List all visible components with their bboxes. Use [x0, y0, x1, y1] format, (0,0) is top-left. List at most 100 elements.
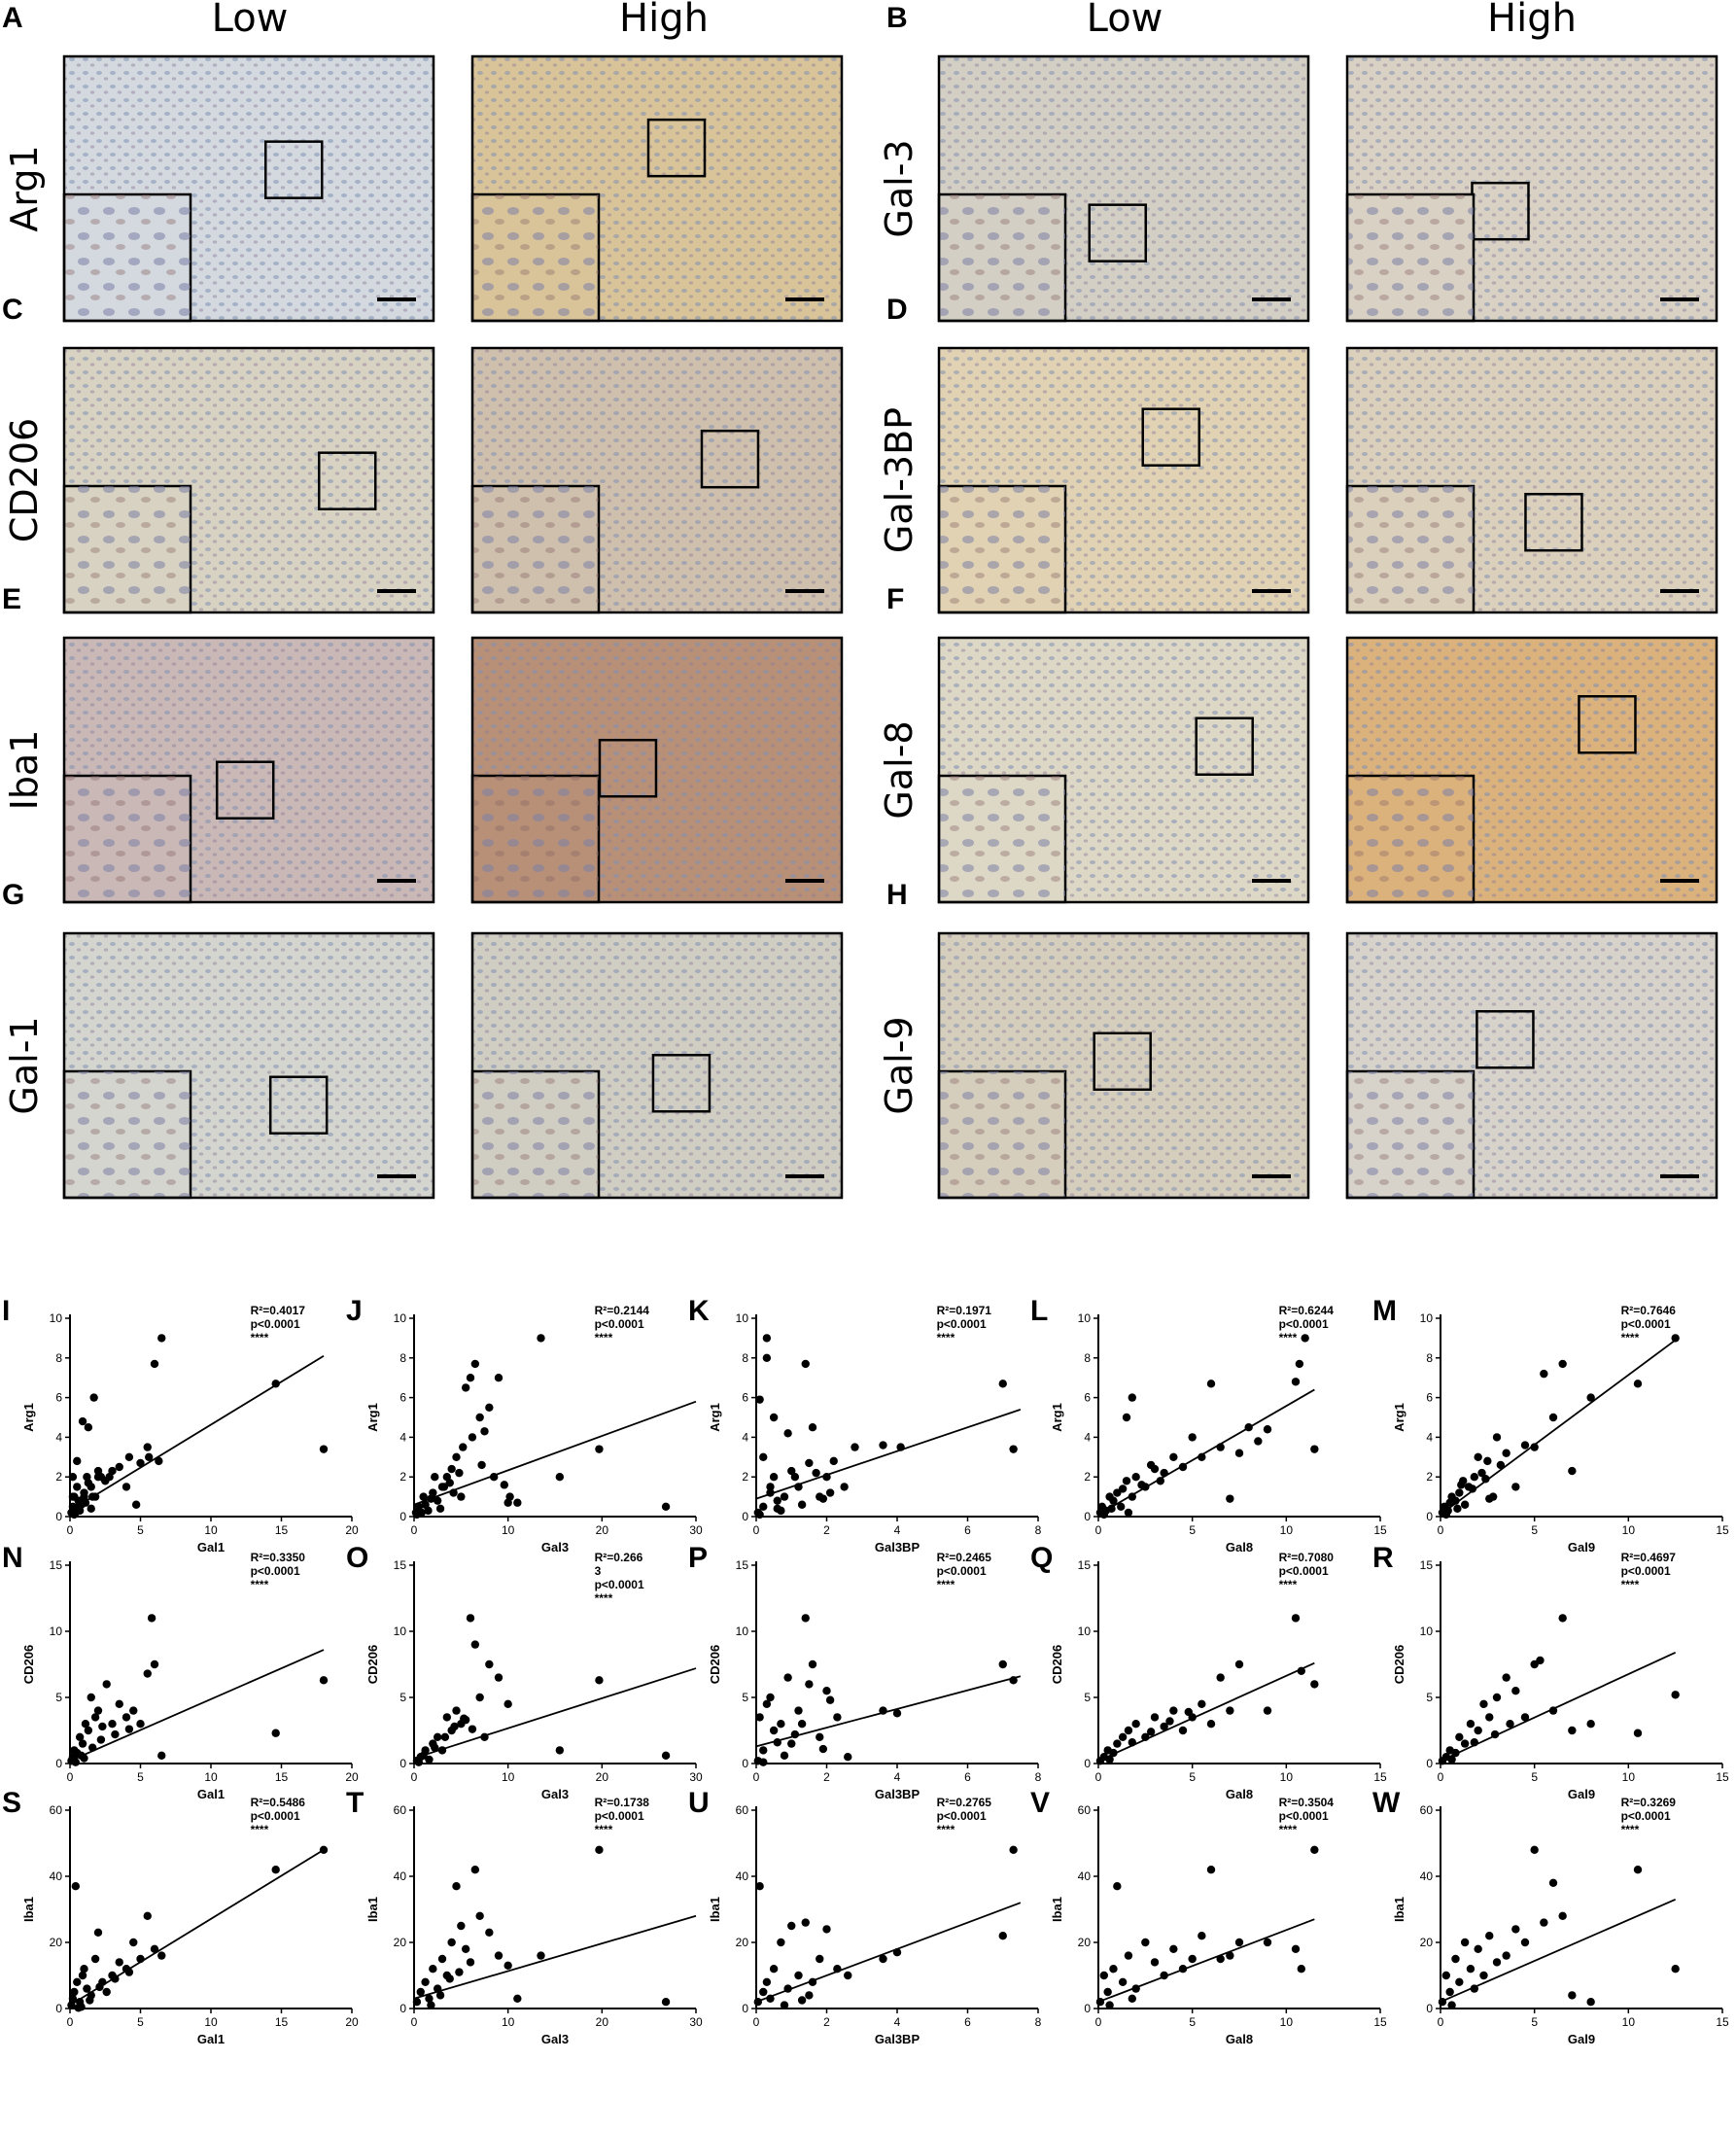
micrograph-low	[62, 54, 435, 323]
data-point	[805, 1458, 814, 1468]
data-point	[419, 1751, 428, 1761]
data-point	[1263, 1425, 1272, 1434]
panel-label: K	[688, 1295, 710, 1327]
x-tick-label: 10	[1622, 1523, 1636, 1537]
data-point	[115, 1699, 123, 1709]
region-box	[1578, 694, 1637, 754]
data-point	[780, 1751, 789, 1761]
y-tick-label: 20	[1078, 1936, 1092, 1949]
x-axis-label: Gal8	[1226, 1787, 1253, 1801]
y-tick-label: 20	[1420, 1936, 1434, 1949]
data-point	[1206, 1720, 1216, 1729]
data-point	[445, 1479, 454, 1487]
data-point	[892, 1709, 902, 1718]
data-point	[1568, 1726, 1577, 1735]
data-point	[801, 1359, 810, 1369]
scatter-plot-K: K 0 2 4 6 8 0 2 4 6 8 10 Gal3BP Arg1 R²=0.1971p<0.0001…	[688, 1295, 1042, 1555]
data-point	[1291, 1944, 1301, 1954]
data-point	[1150, 1958, 1160, 1967]
y-tick-label: 4	[399, 1430, 406, 1444]
p-value: p<0.0001	[1621, 1809, 1671, 1823]
data-point	[555, 1473, 565, 1482]
data-point	[74, 1502, 83, 1512]
r-squared: R²=0.266	[595, 1551, 643, 1564]
data-point	[1511, 1483, 1520, 1491]
x-tick-label: 0	[1438, 1523, 1444, 1537]
data-point	[1226, 1951, 1234, 1960]
marker-label: Iba1	[3, 730, 46, 811]
data-point	[1105, 1755, 1114, 1764]
data-point	[1540, 1918, 1548, 1927]
data-point	[1131, 1720, 1140, 1729]
y-axis-label: Arg1	[21, 1403, 36, 1432]
data-point	[1633, 1866, 1643, 1874]
data-point	[844, 1753, 852, 1762]
data-point	[833, 1965, 842, 1974]
regression-line	[1440, 1898, 1677, 2004]
data-point	[95, 1982, 104, 1992]
regression-line	[755, 1675, 1022, 1748]
x-axis-label: Gal1	[197, 1540, 225, 1555]
data-point	[1291, 1614, 1301, 1623]
data-point	[1099, 1510, 1109, 1520]
data-point	[1009, 1845, 1018, 1855]
x-tick-label: 0	[1438, 1770, 1444, 1784]
significance-stars: ****	[251, 1823, 269, 1836]
x-axis-label: Gal1	[197, 1787, 225, 1801]
data-point	[1009, 1445, 1018, 1453]
data-point	[1169, 1706, 1178, 1715]
regression-line	[413, 1400, 697, 1506]
panel-label: R	[1372, 1542, 1394, 1574]
y-axis-label: Iba1	[708, 1897, 722, 1922]
data-point	[1558, 1614, 1567, 1623]
y-axis-label: Iba1	[21, 1897, 36, 1922]
data-point	[480, 1732, 489, 1742]
x-tick-label: 4	[894, 1523, 901, 1537]
data-point	[1511, 1687, 1520, 1695]
data-point	[1128, 1393, 1137, 1402]
x-tick-label: 2	[823, 2015, 830, 2029]
regression-line	[413, 1914, 697, 2000]
micrograph-frame	[62, 346, 435, 614]
data-point	[1586, 1720, 1595, 1729]
data-point	[84, 1726, 93, 1735]
data-point	[1485, 1494, 1494, 1503]
data-point	[766, 1483, 775, 1491]
data-point	[412, 1998, 422, 2007]
regression-line	[1097, 1918, 1315, 2004]
data-point	[437, 1954, 447, 1964]
x-axis-label: Gal3BP	[875, 1787, 920, 1801]
y-tick-label: 15	[1420, 1558, 1434, 1572]
data-point	[769, 1726, 779, 1735]
data-point	[762, 1699, 772, 1709]
data-point	[1146, 1460, 1156, 1470]
data-point	[1178, 1965, 1188, 1974]
data-point	[1470, 1738, 1479, 1747]
data-point	[440, 1732, 450, 1742]
data-point	[105, 1473, 114, 1482]
inset-texture	[64, 486, 191, 612]
x-tick-label: 0	[1095, 1770, 1102, 1784]
data-point	[1492, 1693, 1502, 1702]
data-point	[1107, 1504, 1116, 1514]
y-tick-label: 0	[1426, 1510, 1433, 1523]
region-box	[215, 760, 275, 820]
data-point	[115, 1462, 123, 1472]
r-squared: R²=0.4697	[1621, 1551, 1677, 1564]
x-tick-label: 5	[1531, 2015, 1538, 2029]
data-point	[1479, 1971, 1488, 1980]
data-point	[801, 1614, 810, 1623]
data-point	[427, 1494, 435, 1503]
data-point	[1496, 1460, 1506, 1470]
panel-label: J	[346, 1295, 363, 1327]
data-point	[1254, 1437, 1263, 1446]
micrograph-frame	[470, 54, 844, 323]
micrograph-low	[62, 931, 435, 1200]
inset-texture	[472, 486, 599, 612]
micro-panel-E: E Iba1	[2, 583, 844, 904]
panel-label: U	[688, 1787, 710, 1819]
p-value: p<0.0001	[937, 1809, 987, 1823]
data-point	[1117, 1502, 1126, 1512]
x-tick-label: 5	[1189, 1523, 1196, 1537]
p-value: p<0.0001	[937, 1317, 987, 1331]
